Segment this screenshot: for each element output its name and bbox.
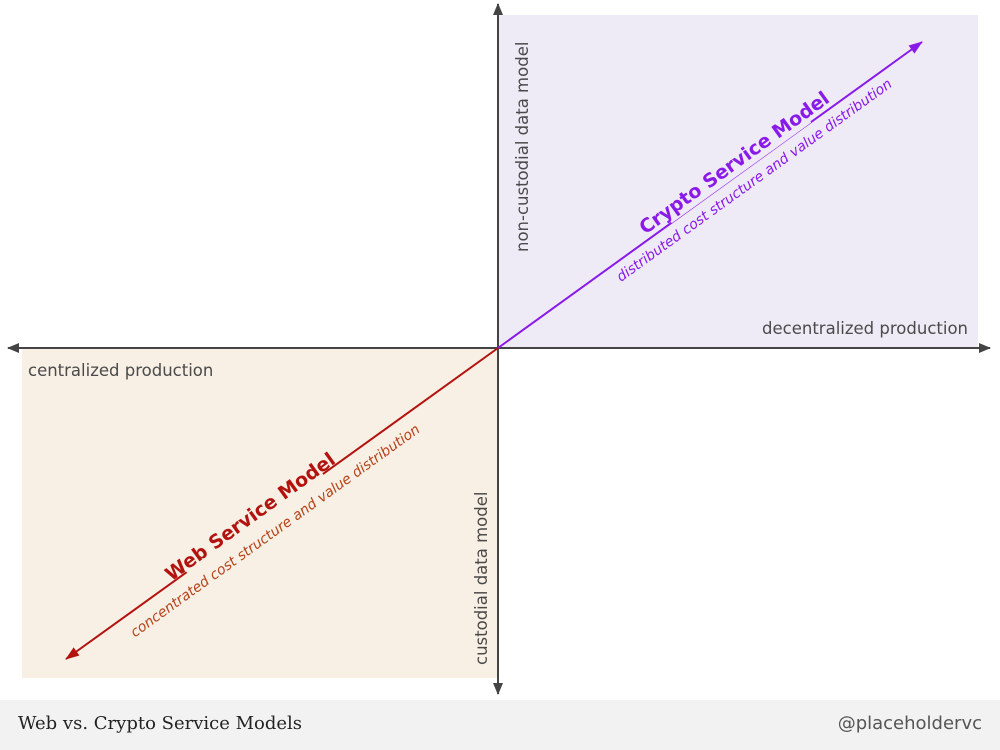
footer-bar: Web vs. Crypto Service Models @placehold…: [0, 700, 1000, 750]
web-title-backdrop: [176, 459, 326, 577]
crypto-quadrant: [498, 15, 978, 348]
centralized-production-label: centralized production: [28, 361, 213, 380]
crypto-title-backdrop: [658, 104, 812, 224]
quadrant-diagram: decentralized production centralized pro…: [7, 3, 991, 695]
footer-title: Web vs. Crypto Service Models: [18, 713, 303, 734]
custodial-data-model-label: custodial data model: [472, 492, 491, 665]
footer-handle: @placeholdervc: [837, 713, 982, 734]
decentralized-production-label: decentralized production: [762, 319, 968, 338]
non-custodial-data-model-label: non-custodial data model: [513, 42, 532, 252]
